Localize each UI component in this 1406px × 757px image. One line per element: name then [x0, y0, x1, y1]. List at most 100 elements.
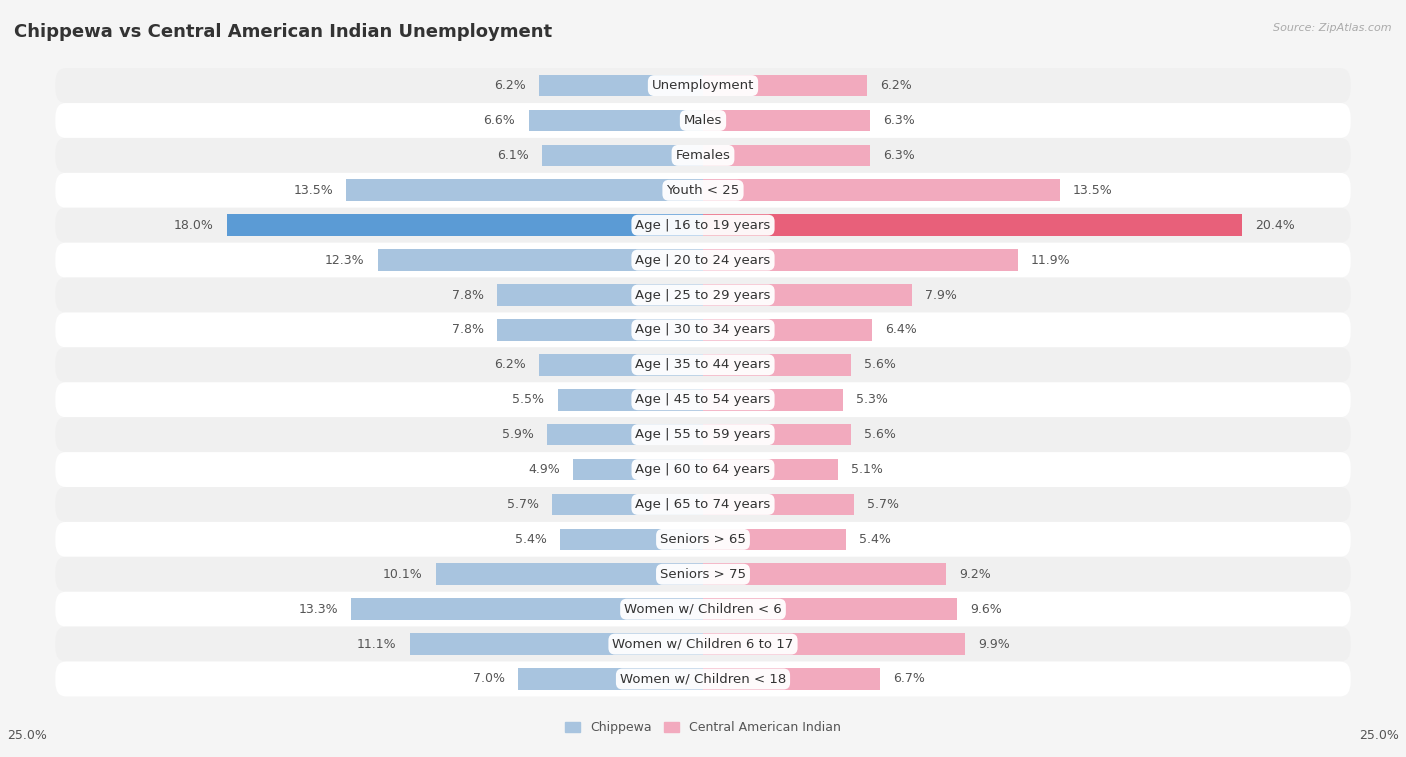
FancyBboxPatch shape	[55, 452, 1351, 487]
Text: 20.4%: 20.4%	[1256, 219, 1295, 232]
Bar	[529, 110, 703, 131]
Bar	[346, 179, 703, 201]
Bar	[703, 354, 851, 375]
Text: 6.6%: 6.6%	[484, 114, 516, 127]
Bar	[703, 598, 956, 620]
Text: 6.4%: 6.4%	[886, 323, 917, 336]
Bar	[517, 668, 703, 690]
Bar	[703, 110, 869, 131]
Text: 25.0%: 25.0%	[1360, 729, 1399, 742]
Text: Age | 60 to 64 years: Age | 60 to 64 years	[636, 463, 770, 476]
Text: 6.2%: 6.2%	[880, 79, 912, 92]
Bar	[703, 563, 946, 585]
Text: Males: Males	[683, 114, 723, 127]
Text: 6.1%: 6.1%	[496, 149, 529, 162]
Text: 5.7%: 5.7%	[868, 498, 898, 511]
Text: 5.9%: 5.9%	[502, 428, 534, 441]
Text: 5.6%: 5.6%	[865, 358, 896, 372]
Bar	[547, 424, 703, 445]
Bar	[703, 145, 869, 167]
Text: 10.1%: 10.1%	[382, 568, 423, 581]
FancyBboxPatch shape	[55, 382, 1351, 417]
Text: 4.9%: 4.9%	[529, 463, 560, 476]
Bar	[496, 284, 703, 306]
Text: 6.2%: 6.2%	[494, 358, 526, 372]
Text: 9.9%: 9.9%	[979, 637, 1010, 650]
Text: Women w/ Children < 6: Women w/ Children < 6	[624, 603, 782, 615]
Bar	[553, 494, 703, 516]
Text: 6.3%: 6.3%	[883, 149, 914, 162]
Text: 5.4%: 5.4%	[515, 533, 547, 546]
Bar	[538, 354, 703, 375]
Text: 7.8%: 7.8%	[451, 323, 484, 336]
FancyBboxPatch shape	[55, 243, 1351, 278]
Text: 9.2%: 9.2%	[959, 568, 991, 581]
Text: Age | 45 to 54 years: Age | 45 to 54 years	[636, 393, 770, 407]
Bar	[496, 319, 703, 341]
Text: 6.3%: 6.3%	[883, 114, 914, 127]
Text: Women w/ Children < 18: Women w/ Children < 18	[620, 672, 786, 686]
Bar	[703, 179, 1060, 201]
Text: Age | 35 to 44 years: Age | 35 to 44 years	[636, 358, 770, 372]
Bar	[703, 528, 846, 550]
Text: 5.5%: 5.5%	[512, 393, 544, 407]
Text: 9.6%: 9.6%	[970, 603, 1001, 615]
Text: 13.5%: 13.5%	[1073, 184, 1112, 197]
Text: 6.2%: 6.2%	[494, 79, 526, 92]
Text: 13.5%: 13.5%	[294, 184, 333, 197]
FancyBboxPatch shape	[55, 173, 1351, 207]
Bar	[703, 249, 1018, 271]
FancyBboxPatch shape	[55, 487, 1351, 522]
FancyBboxPatch shape	[55, 278, 1351, 313]
Bar	[703, 494, 853, 516]
Text: 5.7%: 5.7%	[508, 498, 538, 511]
Bar	[703, 284, 912, 306]
Text: 6.7%: 6.7%	[893, 672, 925, 686]
FancyBboxPatch shape	[55, 68, 1351, 103]
FancyBboxPatch shape	[55, 313, 1351, 347]
Bar	[703, 424, 851, 445]
Text: Seniors > 75: Seniors > 75	[659, 568, 747, 581]
FancyBboxPatch shape	[55, 557, 1351, 592]
FancyBboxPatch shape	[55, 103, 1351, 138]
FancyBboxPatch shape	[55, 627, 1351, 662]
Text: Age | 30 to 34 years: Age | 30 to 34 years	[636, 323, 770, 336]
FancyBboxPatch shape	[55, 207, 1351, 243]
Bar	[352, 598, 703, 620]
Text: 5.6%: 5.6%	[865, 428, 896, 441]
Bar	[228, 214, 703, 236]
Text: 5.1%: 5.1%	[851, 463, 883, 476]
Bar	[703, 389, 844, 410]
Text: Youth < 25: Youth < 25	[666, 184, 740, 197]
Bar	[541, 145, 703, 167]
Text: 7.0%: 7.0%	[472, 672, 505, 686]
Text: Age | 20 to 24 years: Age | 20 to 24 years	[636, 254, 770, 266]
FancyBboxPatch shape	[55, 138, 1351, 173]
FancyBboxPatch shape	[55, 417, 1351, 452]
Text: 11.1%: 11.1%	[357, 637, 396, 650]
Bar	[436, 563, 703, 585]
Text: 12.3%: 12.3%	[325, 254, 364, 266]
Text: 7.9%: 7.9%	[925, 288, 957, 301]
FancyBboxPatch shape	[55, 522, 1351, 557]
Text: Age | 25 to 29 years: Age | 25 to 29 years	[636, 288, 770, 301]
Text: 5.4%: 5.4%	[859, 533, 891, 546]
Text: 5.3%: 5.3%	[856, 393, 889, 407]
FancyBboxPatch shape	[55, 347, 1351, 382]
Bar	[378, 249, 703, 271]
Text: Age | 55 to 59 years: Age | 55 to 59 years	[636, 428, 770, 441]
Bar	[703, 668, 880, 690]
Text: 25.0%: 25.0%	[7, 729, 46, 742]
Text: Chippewa vs Central American Indian Unemployment: Chippewa vs Central American Indian Unem…	[14, 23, 553, 41]
Bar	[703, 214, 1243, 236]
Text: Age | 16 to 19 years: Age | 16 to 19 years	[636, 219, 770, 232]
Bar	[574, 459, 703, 481]
Bar	[703, 634, 965, 655]
Bar	[703, 75, 868, 96]
Text: Source: ZipAtlas.com: Source: ZipAtlas.com	[1274, 23, 1392, 33]
Bar	[703, 459, 838, 481]
Text: 18.0%: 18.0%	[174, 219, 214, 232]
FancyBboxPatch shape	[55, 592, 1351, 627]
Text: Seniors > 65: Seniors > 65	[659, 533, 747, 546]
FancyBboxPatch shape	[55, 662, 1351, 696]
